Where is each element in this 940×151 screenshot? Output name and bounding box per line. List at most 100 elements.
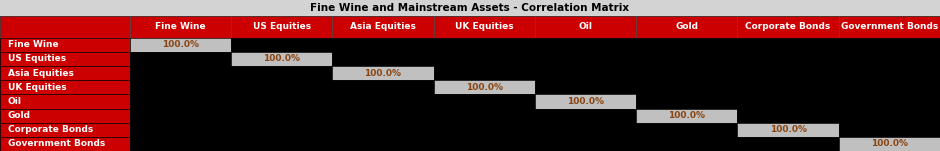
FancyBboxPatch shape (433, 66, 535, 80)
FancyBboxPatch shape (231, 123, 333, 137)
FancyBboxPatch shape (535, 52, 636, 66)
FancyBboxPatch shape (433, 52, 535, 66)
FancyBboxPatch shape (636, 123, 737, 137)
FancyBboxPatch shape (838, 123, 940, 137)
FancyBboxPatch shape (130, 123, 231, 137)
Text: Government Bonds: Government Bonds (8, 139, 105, 148)
FancyBboxPatch shape (737, 52, 838, 66)
FancyBboxPatch shape (838, 80, 940, 94)
Text: UK Equities: UK Equities (8, 83, 67, 92)
FancyBboxPatch shape (433, 109, 535, 123)
FancyBboxPatch shape (433, 94, 535, 109)
Text: US Equities: US Equities (8, 55, 66, 63)
FancyBboxPatch shape (0, 52, 130, 66)
FancyBboxPatch shape (636, 94, 737, 109)
FancyBboxPatch shape (231, 38, 333, 52)
Text: Gold: Gold (675, 22, 698, 31)
FancyBboxPatch shape (0, 0, 940, 16)
FancyBboxPatch shape (231, 16, 333, 38)
Text: Oil: Oil (8, 97, 22, 106)
FancyBboxPatch shape (737, 137, 838, 151)
FancyBboxPatch shape (737, 109, 838, 123)
FancyBboxPatch shape (636, 137, 737, 151)
FancyBboxPatch shape (535, 16, 636, 38)
FancyBboxPatch shape (130, 94, 231, 109)
FancyBboxPatch shape (636, 16, 737, 38)
FancyBboxPatch shape (535, 80, 636, 94)
FancyBboxPatch shape (0, 38, 130, 52)
FancyBboxPatch shape (333, 137, 433, 151)
FancyBboxPatch shape (0, 80, 130, 94)
FancyBboxPatch shape (737, 66, 838, 80)
Text: 100.0%: 100.0% (668, 111, 705, 120)
Text: 100.0%: 100.0% (162, 40, 199, 49)
Text: US Equities: US Equities (253, 22, 311, 31)
FancyBboxPatch shape (838, 109, 940, 123)
Text: 100.0%: 100.0% (567, 97, 604, 106)
FancyBboxPatch shape (433, 137, 535, 151)
FancyBboxPatch shape (433, 38, 535, 52)
FancyBboxPatch shape (433, 16, 535, 38)
FancyBboxPatch shape (0, 137, 130, 151)
FancyBboxPatch shape (0, 123, 130, 137)
Text: Fine Wine: Fine Wine (8, 40, 58, 49)
FancyBboxPatch shape (130, 109, 231, 123)
FancyBboxPatch shape (231, 137, 333, 151)
FancyBboxPatch shape (535, 94, 636, 109)
FancyBboxPatch shape (231, 109, 333, 123)
Text: 100.0%: 100.0% (465, 83, 503, 92)
FancyBboxPatch shape (130, 16, 231, 38)
FancyBboxPatch shape (838, 66, 940, 80)
FancyBboxPatch shape (636, 52, 737, 66)
Text: Corporate Bonds: Corporate Bonds (745, 22, 831, 31)
Text: 100.0%: 100.0% (365, 69, 401, 78)
FancyBboxPatch shape (231, 94, 333, 109)
Text: Asia Equities: Asia Equities (8, 69, 73, 78)
FancyBboxPatch shape (838, 38, 940, 52)
FancyBboxPatch shape (0, 94, 130, 109)
Text: Government Bonds: Government Bonds (840, 22, 938, 31)
FancyBboxPatch shape (737, 80, 838, 94)
FancyBboxPatch shape (636, 109, 737, 123)
FancyBboxPatch shape (433, 123, 535, 137)
FancyBboxPatch shape (737, 16, 838, 38)
FancyBboxPatch shape (535, 137, 636, 151)
Text: 100.0%: 100.0% (870, 139, 908, 148)
FancyBboxPatch shape (130, 52, 231, 66)
FancyBboxPatch shape (636, 38, 737, 52)
Text: Corporate Bonds: Corporate Bonds (8, 125, 93, 134)
FancyBboxPatch shape (231, 52, 333, 66)
FancyBboxPatch shape (535, 38, 636, 52)
FancyBboxPatch shape (636, 66, 737, 80)
FancyBboxPatch shape (333, 52, 433, 66)
FancyBboxPatch shape (636, 80, 737, 94)
Text: Fine Wine and Mainstream Assets - Correlation Matrix: Fine Wine and Mainstream Assets - Correl… (310, 3, 630, 13)
FancyBboxPatch shape (130, 66, 231, 80)
FancyBboxPatch shape (838, 16, 940, 38)
FancyBboxPatch shape (0, 16, 130, 38)
Text: 100.0%: 100.0% (770, 125, 807, 134)
FancyBboxPatch shape (333, 38, 433, 52)
FancyBboxPatch shape (535, 109, 636, 123)
FancyBboxPatch shape (333, 80, 433, 94)
FancyBboxPatch shape (333, 94, 433, 109)
FancyBboxPatch shape (0, 109, 130, 123)
Text: Fine Wine: Fine Wine (155, 22, 206, 31)
FancyBboxPatch shape (838, 52, 940, 66)
FancyBboxPatch shape (838, 94, 940, 109)
Text: Oil: Oil (578, 22, 592, 31)
FancyBboxPatch shape (231, 80, 333, 94)
FancyBboxPatch shape (333, 109, 433, 123)
FancyBboxPatch shape (130, 137, 231, 151)
Text: Asia Equities: Asia Equities (350, 22, 415, 31)
FancyBboxPatch shape (333, 66, 433, 80)
FancyBboxPatch shape (535, 123, 636, 137)
FancyBboxPatch shape (737, 94, 838, 109)
FancyBboxPatch shape (231, 66, 333, 80)
Text: UK Equities: UK Equities (455, 22, 513, 31)
FancyBboxPatch shape (737, 123, 838, 137)
FancyBboxPatch shape (130, 80, 231, 94)
Text: Gold: Gold (8, 111, 31, 120)
FancyBboxPatch shape (333, 123, 433, 137)
FancyBboxPatch shape (535, 66, 636, 80)
